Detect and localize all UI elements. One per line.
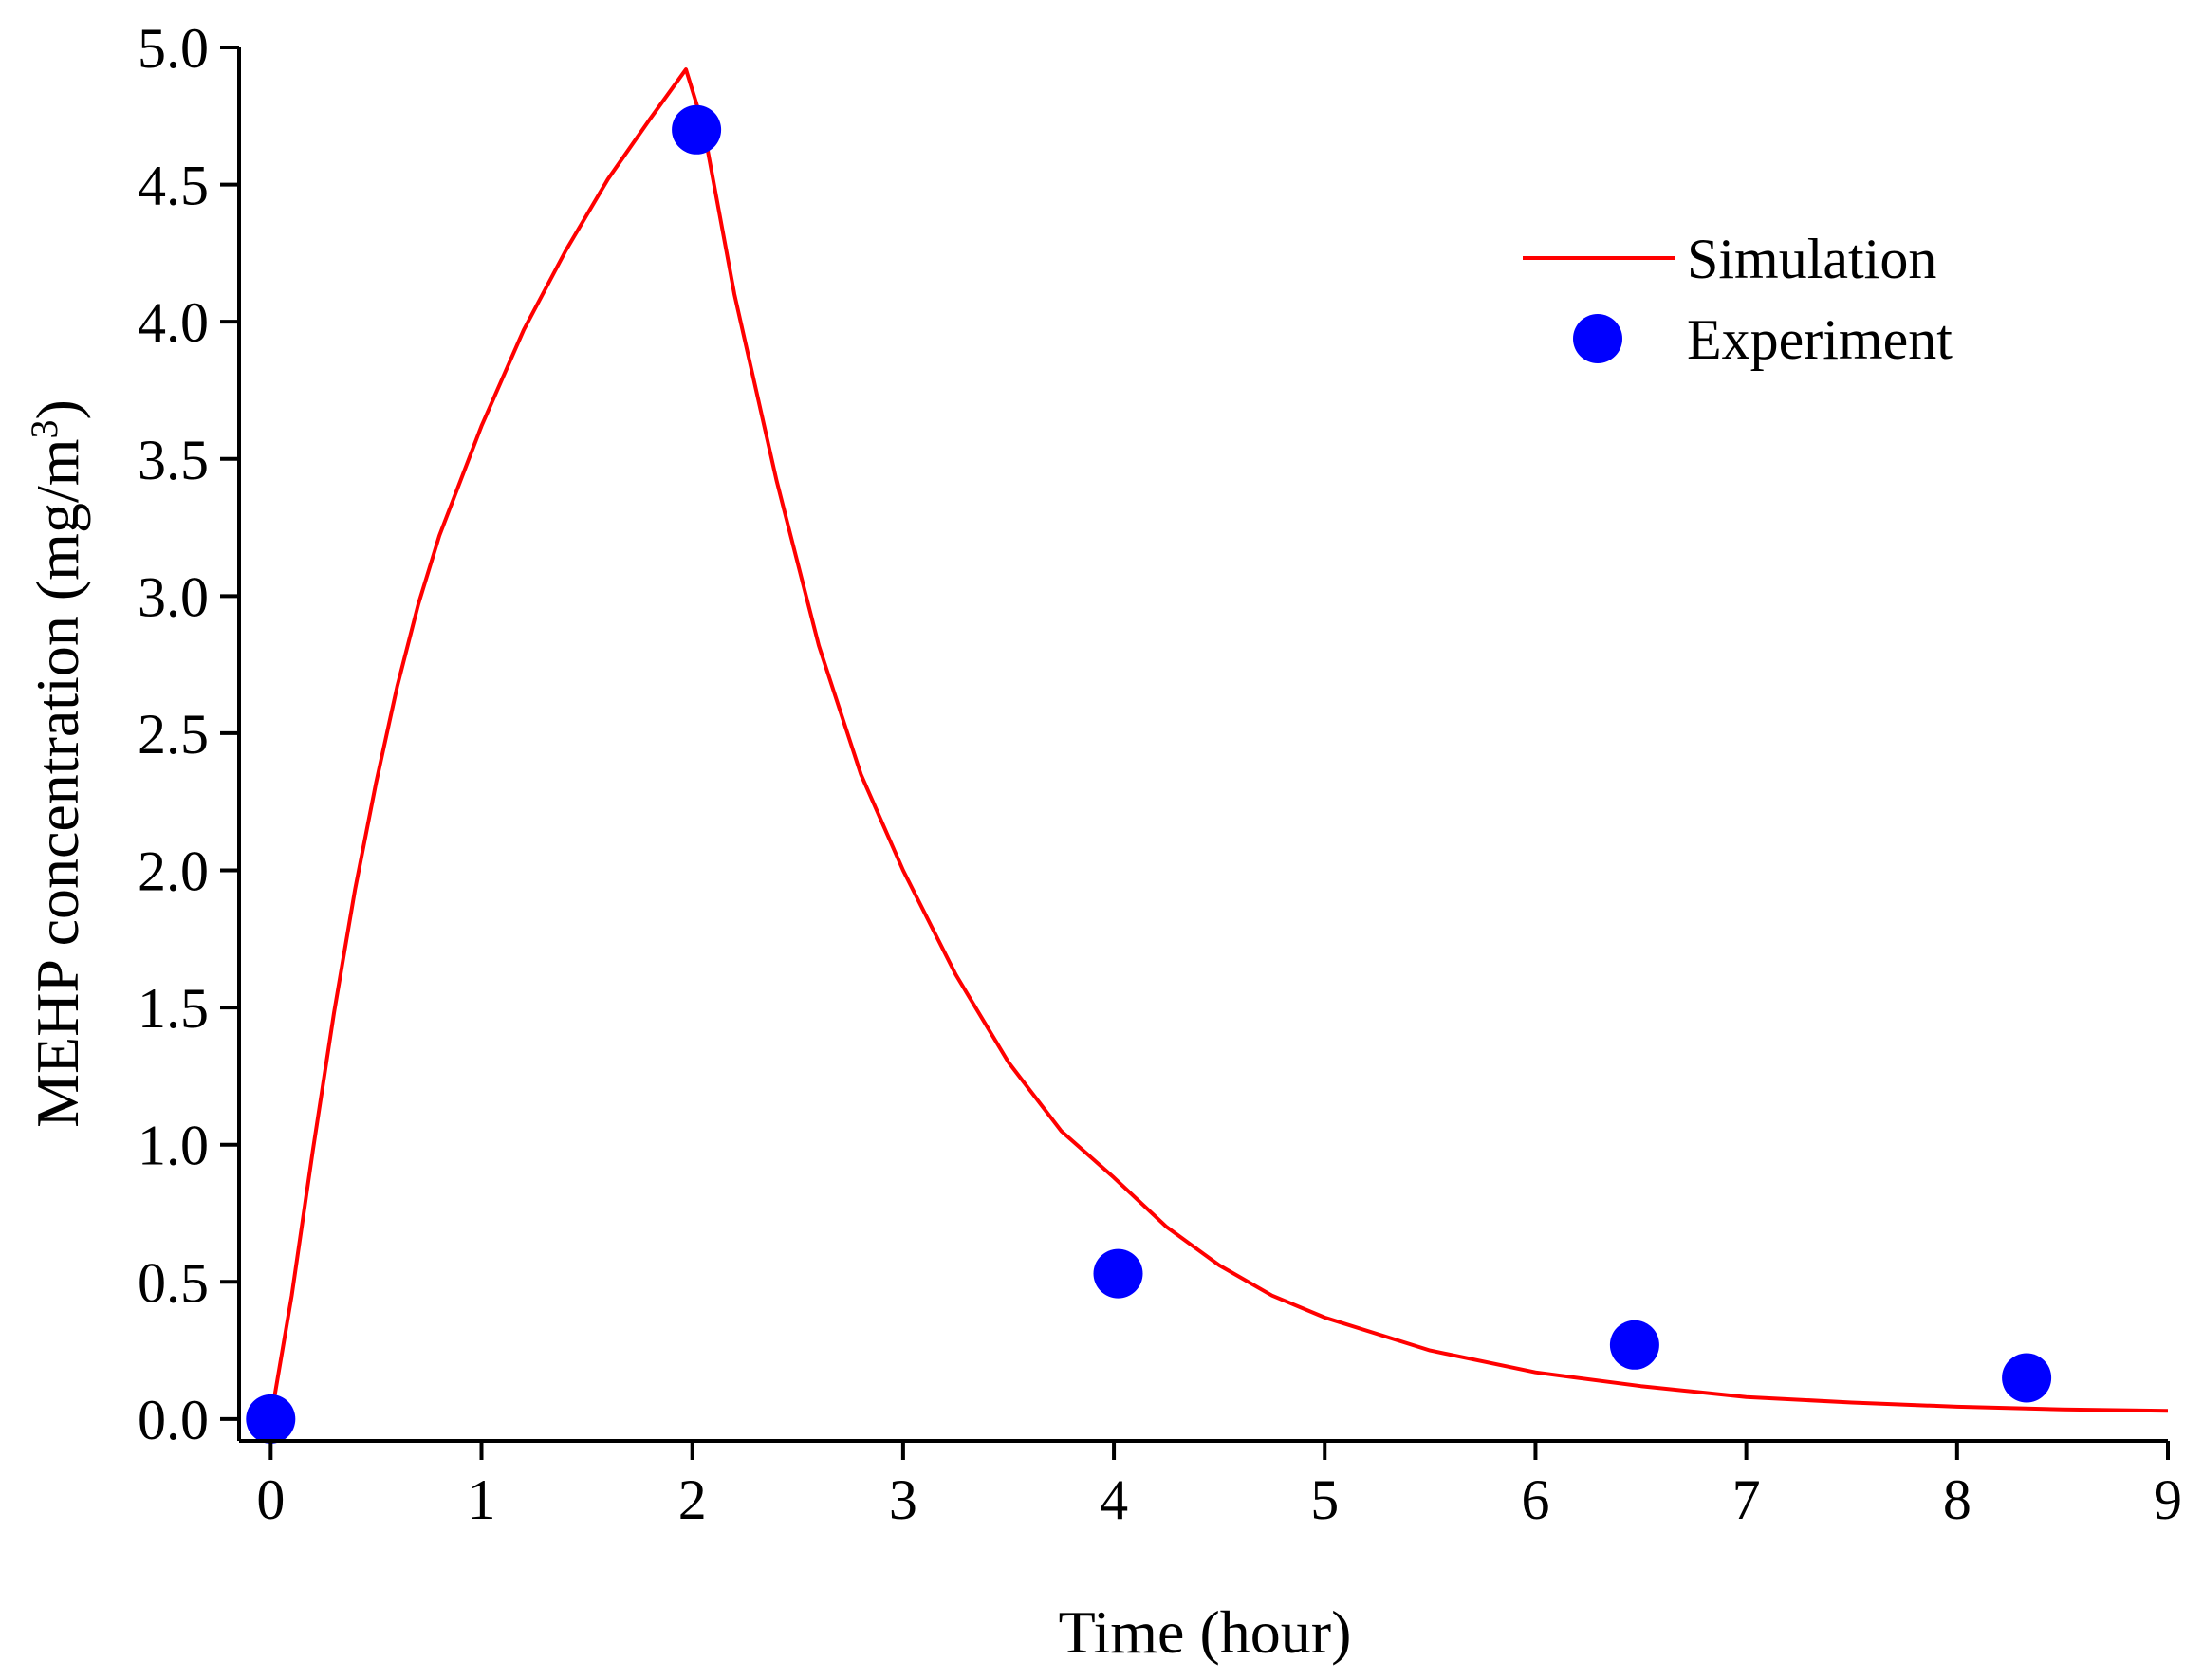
x-tick-label: 0: [256, 1468, 285, 1531]
legend: Simulation Experiment: [1523, 228, 1953, 371]
y-tick-label: 2.0: [138, 840, 209, 903]
experiment-point: [246, 1394, 296, 1444]
experiment-point: [672, 104, 722, 155]
simulation-line: [268, 67, 2169, 1420]
series-layer: [246, 67, 2169, 1444]
experiment-point: [2002, 1353, 2052, 1403]
y-axis-title: MEHP concentration (mg/m3): [23, 399, 91, 1128]
x-tick-label: 5: [1310, 1468, 1339, 1531]
experiment-point: [1609, 1320, 1659, 1370]
x-tick-label: 1: [468, 1468, 496, 1531]
y-tick-label: 1.0: [138, 1115, 209, 1177]
legend-experiment-label: Experiment: [1687, 308, 1953, 371]
y-tick-label: 5.0: [138, 17, 209, 80]
y-tick-label: 4.0: [138, 291, 209, 354]
x-tick-label: 8: [1943, 1468, 1972, 1531]
axes: 0 1 2 3 4 5 6 7 8 9 0.0 0.5 1.0 1.5 2.0 2.5 3.0 3.5 4.0 4.5…: [138, 17, 2182, 1531]
legend-experiment-swatch: [1573, 314, 1622, 363]
x-tick-label: 6: [1521, 1468, 1549, 1531]
x-tick-label: 7: [1732, 1468, 1761, 1531]
y-tick-label: 3.5: [138, 429, 209, 491]
y-tick-label: 1.5: [138, 977, 209, 1040]
x-tick-label: 2: [678, 1468, 707, 1531]
x-tick-label: 3: [889, 1468, 917, 1531]
x-tick-label: 4: [1100, 1468, 1128, 1531]
y-tick-label: 0.0: [138, 1389, 209, 1451]
y-tick-label: 3.0: [138, 565, 209, 628]
x-axis-title: Time (hour): [1059, 1598, 1352, 1666]
y-tick-label: 4.5: [138, 155, 209, 217]
experiment-point: [1093, 1248, 1143, 1299]
y-tick-label: 0.5: [138, 1251, 209, 1314]
x-tick-label: 9: [2154, 1468, 2182, 1531]
y-tick-label: 2.5: [138, 703, 209, 766]
legend-simulation-label: Simulation: [1687, 228, 1936, 290]
